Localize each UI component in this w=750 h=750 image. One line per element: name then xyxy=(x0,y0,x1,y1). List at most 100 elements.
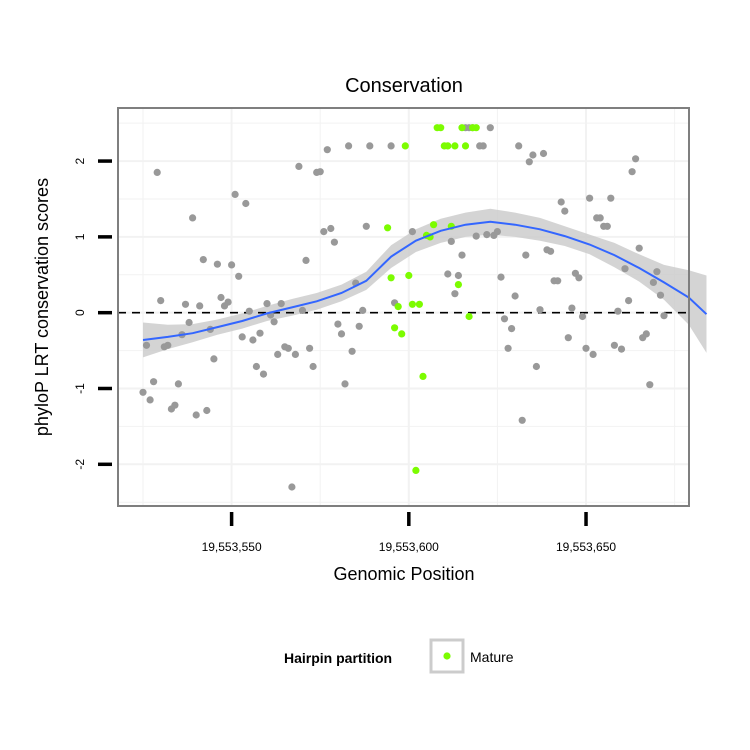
point-other xyxy=(171,401,179,409)
point-other xyxy=(217,293,225,302)
point-other xyxy=(330,238,338,246)
point-other xyxy=(323,146,331,154)
chart-title: Conservation xyxy=(345,75,463,97)
point-mature xyxy=(401,142,409,150)
point-other xyxy=(309,362,317,371)
x-tick-label: 19,553,600 xyxy=(379,540,439,554)
point-other xyxy=(554,277,562,285)
point-mature xyxy=(430,221,438,229)
y-tick-label: -1 xyxy=(73,383,87,394)
point-mature xyxy=(472,124,480,132)
point-other xyxy=(203,406,211,415)
point-other xyxy=(632,155,640,163)
point-other xyxy=(561,207,569,215)
point-other xyxy=(614,307,622,315)
legend-label-mature: Mature xyxy=(470,649,514,665)
point-other xyxy=(500,315,509,323)
point-other xyxy=(486,124,494,132)
point-other xyxy=(196,302,204,310)
point-other xyxy=(656,291,665,299)
point-other xyxy=(327,224,335,233)
point-other xyxy=(642,330,650,338)
panel-border xyxy=(117,107,690,507)
point-mature xyxy=(461,142,470,150)
x-axis-title: Genomic Position xyxy=(333,564,474,584)
point-other xyxy=(497,273,505,281)
point-mature xyxy=(458,124,466,132)
point-other xyxy=(625,297,633,305)
point-other xyxy=(341,380,349,388)
point-other xyxy=(238,333,246,341)
x-tick-label: 19,553,550 xyxy=(202,540,262,554)
point-other xyxy=(447,237,455,245)
point-other xyxy=(263,300,271,308)
point-other xyxy=(653,268,661,276)
point-other xyxy=(302,256,310,264)
point-other xyxy=(646,381,654,389)
point-other xyxy=(607,194,615,202)
legend: Hairpin partition Mature xyxy=(284,638,514,674)
point-other xyxy=(564,334,572,342)
point-other xyxy=(603,222,611,230)
point-other xyxy=(348,347,356,355)
point-mature xyxy=(451,142,459,150)
point-other xyxy=(575,274,583,282)
point-other xyxy=(249,336,257,344)
point-mature xyxy=(405,271,413,280)
point-other xyxy=(306,344,314,352)
point-other xyxy=(539,149,548,158)
point-other xyxy=(142,341,151,349)
plot-panel xyxy=(118,108,689,506)
point-other xyxy=(532,362,541,371)
y-axis-title: phyloP LRT conservation scores xyxy=(32,178,52,436)
point-other xyxy=(536,306,544,314)
point-other xyxy=(213,260,221,268)
point-mature xyxy=(412,466,420,474)
point-other xyxy=(621,265,629,273)
point-other xyxy=(277,300,285,308)
point-other xyxy=(596,214,604,222)
point-other xyxy=(139,388,147,396)
point-mature xyxy=(419,372,427,380)
point-other xyxy=(274,350,282,358)
point-other xyxy=(454,271,462,280)
point-other xyxy=(472,232,480,240)
point-other xyxy=(628,168,636,176)
point-other xyxy=(444,270,452,278)
point-other xyxy=(458,251,466,259)
point-other xyxy=(359,306,367,314)
point-other xyxy=(610,341,619,349)
point-other xyxy=(515,142,523,150)
point-other xyxy=(408,228,416,236)
point-other xyxy=(146,396,154,404)
point-other xyxy=(298,306,307,314)
point-mature xyxy=(394,303,402,311)
y-tick-label: 1 xyxy=(73,233,87,240)
point-other xyxy=(635,244,643,252)
point-other xyxy=(649,278,658,286)
point-other xyxy=(185,318,193,327)
point-other xyxy=(345,142,353,150)
point-other xyxy=(529,151,537,159)
point-other xyxy=(316,168,324,176)
point-other xyxy=(189,214,197,222)
point-other xyxy=(578,312,587,321)
point-mature xyxy=(384,224,392,232)
point-mature xyxy=(391,324,399,332)
y-axis: -2 -1 0 1 2 xyxy=(73,157,112,470)
point-other xyxy=(582,344,590,352)
point-other xyxy=(334,320,342,328)
point-other xyxy=(479,142,487,150)
point-other xyxy=(617,345,626,353)
point-other xyxy=(288,483,296,491)
point-other xyxy=(547,247,555,255)
point-other xyxy=(192,411,200,419)
y-tick-label: 2 xyxy=(73,157,87,164)
point-other xyxy=(568,304,576,312)
legend-title: Hairpin partition xyxy=(284,650,392,666)
point-other xyxy=(660,312,668,320)
point-other xyxy=(355,322,363,330)
point-other xyxy=(228,261,236,269)
point-other xyxy=(245,307,253,315)
